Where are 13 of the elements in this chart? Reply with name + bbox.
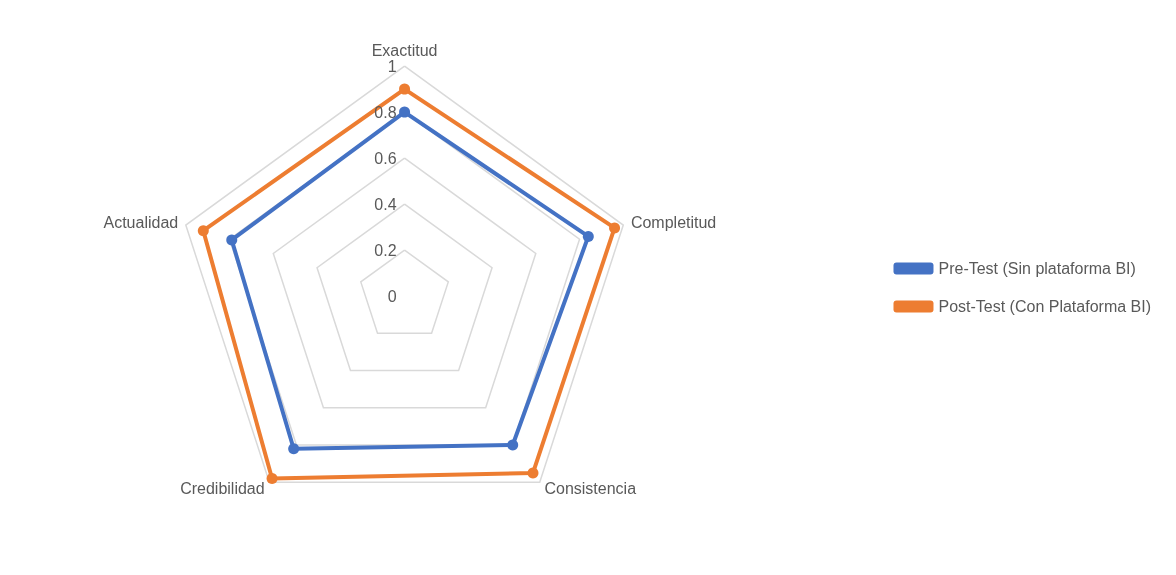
spoke-label: Credibilidad bbox=[180, 480, 265, 498]
spoke-label: Exactitud bbox=[371, 41, 438, 59]
y-tick-label: 0.8 bbox=[374, 103, 397, 121]
y-tick-label: 0.6 bbox=[374, 149, 397, 167]
spoke-label: Consistencia bbox=[544, 480, 637, 498]
legend-label: Pre-Test (Sin plataforma BI) bbox=[938, 260, 1136, 277]
y-tick-label: 0 bbox=[387, 287, 397, 305]
spoke-label: Completitud bbox=[630, 214, 717, 232]
y-tick-label: 0.2 bbox=[374, 241, 397, 259]
y-tick-label: 0.4 bbox=[374, 195, 397, 213]
legend-label: Post-Test (Con Plataforma BI) bbox=[938, 298, 1151, 315]
spoke-label: Actualidad bbox=[103, 214, 179, 232]
y-tick-label: 1 bbox=[387, 57, 397, 75]
